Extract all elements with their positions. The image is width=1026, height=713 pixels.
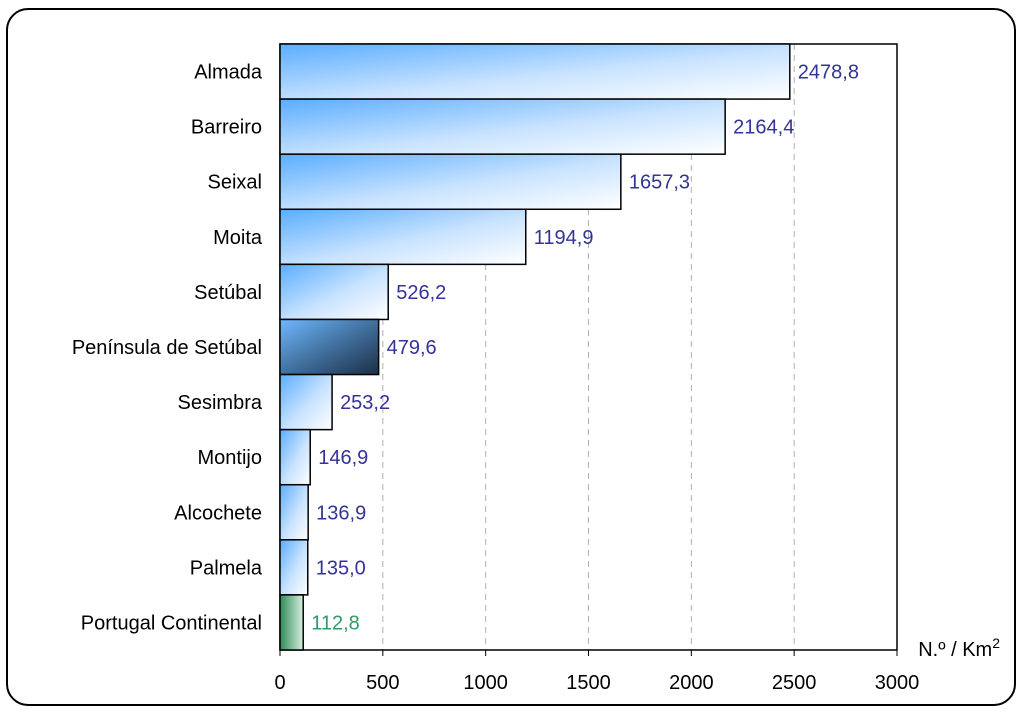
bar xyxy=(279,263,389,321)
category-label: Alcochete xyxy=(174,502,262,524)
bar xyxy=(279,373,333,431)
x-axis-unit-label: N.º / Km2 xyxy=(918,635,1000,661)
bars xyxy=(279,43,791,651)
value-label: 112,8 xyxy=(311,612,360,634)
category-label: Setúbal xyxy=(194,282,262,304)
value-label: 2164,4 xyxy=(733,117,794,139)
value-label: 136,9 xyxy=(316,502,366,524)
category-labels: Almada Barreiro Seixal Moita Setúbal Penínsul… xyxy=(72,62,263,635)
value-label: 146,9 xyxy=(318,447,368,469)
category-label: Península de Setúbal xyxy=(72,337,262,359)
category-label: Palmela xyxy=(190,557,263,579)
bar xyxy=(279,43,791,100)
value-label: 135,0 xyxy=(316,557,366,579)
value-label: 526,2 xyxy=(396,282,446,304)
x-tick-label: 0 xyxy=(274,672,285,694)
x-axis-unit-superscript: 2 xyxy=(992,635,1000,651)
category-label: Almada xyxy=(194,62,263,84)
bar xyxy=(279,318,380,376)
bar xyxy=(279,539,309,596)
x-tick-label: 3000 xyxy=(875,672,920,694)
bar xyxy=(279,483,309,541)
x-tick-label: 2500 xyxy=(772,672,817,694)
bar xyxy=(279,594,304,651)
category-label: Moita xyxy=(213,227,263,249)
category-label: Barreiro xyxy=(191,117,262,139)
category-label: Montijo xyxy=(198,447,262,469)
value-label: 1657,3 xyxy=(629,172,690,194)
bar xyxy=(279,98,726,155)
value-label: 1194,9 xyxy=(534,227,594,249)
x-axis-unit-text: N.º / Km xyxy=(918,639,992,661)
value-label: 2478,8 xyxy=(798,62,859,84)
category-label: Seixal xyxy=(208,172,262,194)
x-tick-label: 1000 xyxy=(463,672,508,694)
value-labels: 2478,8 2164,4 1657,3 1194,9 526,2 479,6 253,2 1… xyxy=(311,62,859,635)
bar xyxy=(279,208,527,266)
x-tick-label: 500 xyxy=(366,672,399,694)
x-tick-label: 1500 xyxy=(566,672,611,694)
x-axis: 0 500 1000 1500 2000 2500 3000 xyxy=(274,650,919,694)
bar xyxy=(279,153,622,211)
value-label: 253,2 xyxy=(340,392,390,414)
x-tick-label: 2000 xyxy=(669,672,714,694)
bar xyxy=(279,428,311,486)
category-label: Sesimbra xyxy=(178,392,263,414)
category-label: Portugal Continental xyxy=(81,612,262,634)
value-label: 479,6 xyxy=(387,337,437,359)
